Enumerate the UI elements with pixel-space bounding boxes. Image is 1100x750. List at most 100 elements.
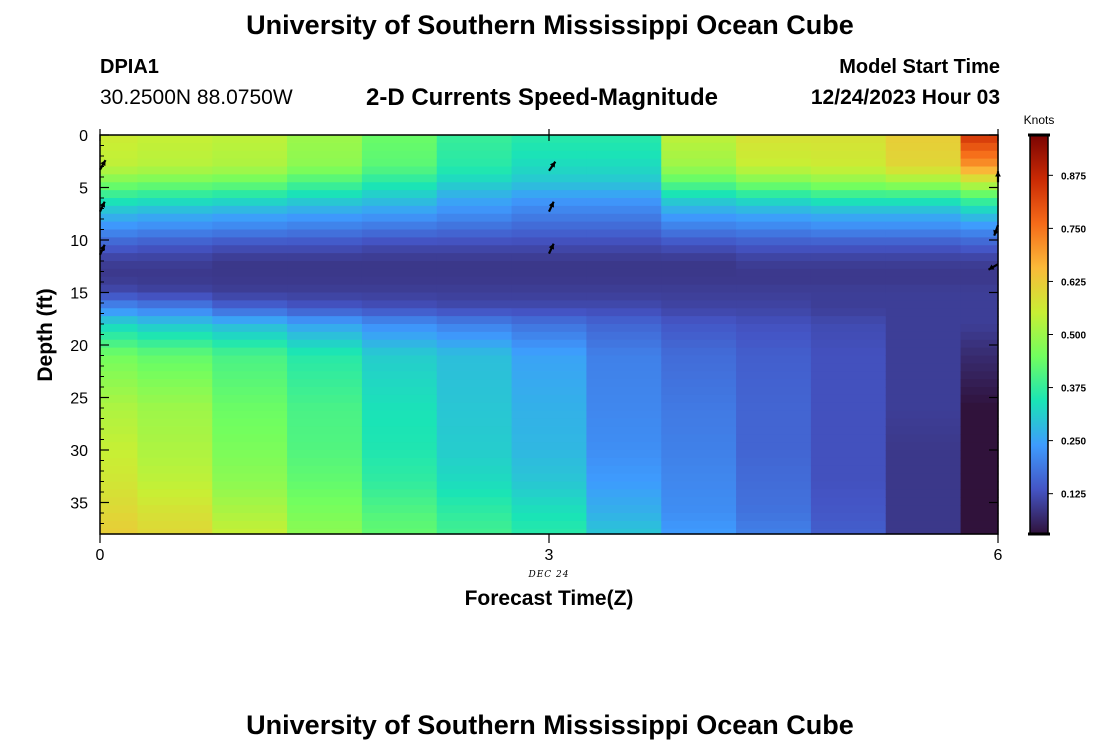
heatmap-cell: [586, 339, 662, 349]
heatmap-cell: [810, 158, 887, 168]
heatmap-cell: [736, 371, 812, 380]
heatmap-cell: [137, 442, 213, 451]
heatmap-cell: [736, 473, 812, 483]
heatmap-cell: [810, 308, 887, 317]
heatmap-cell: [661, 135, 737, 144]
heatmap-cell: [436, 158, 513, 168]
heatmap-cell: [361, 245, 438, 254]
heatmap-cell: [511, 229, 588, 238]
heatmap-cell: [661, 268, 737, 278]
heatmap-cell: [586, 292, 662, 301]
heatmap-cell: [287, 237, 363, 246]
heatmap-cell: [960, 213, 999, 223]
heatmap-cell: [212, 363, 288, 372]
current-vectors: [99, 159, 1001, 271]
heatmap-cell: [960, 166, 999, 175]
heatmap-cell: [137, 394, 213, 404]
heatmap-cell: [661, 205, 737, 215]
heatmap-cell: [361, 394, 438, 404]
heatmap-cell: [586, 182, 662, 191]
heatmap-cell: [137, 324, 213, 333]
heatmap-cell: [436, 142, 513, 152]
heatmap-cell: [212, 308, 288, 317]
heatmap-cell: [661, 150, 737, 160]
heatmap-cell: [736, 465, 812, 475]
heatmap-cell: [511, 355, 588, 364]
heatmap-cell: [436, 205, 513, 215]
heatmap-cell: [100, 158, 139, 168]
heatmap-cell: [287, 402, 363, 412]
heatmap-cell: [960, 426, 999, 435]
heatmap-cell: [137, 371, 213, 380]
heatmap-cell: [137, 190, 213, 199]
y-tick-label: 5: [79, 181, 88, 198]
heatmap-cell: [287, 426, 363, 435]
heatmap-cell: [287, 198, 363, 207]
heatmap-cell: [960, 142, 999, 152]
heatmap-cell: [511, 324, 588, 333]
heatmap-cell: [810, 473, 887, 483]
heatmap-cell: [885, 245, 962, 254]
heatmap-cell: [212, 347, 288, 357]
heatmap-cell: [960, 284, 999, 294]
heatmap-cell: [586, 379, 662, 388]
heatmap-cell: [810, 497, 887, 506]
heatmap-cell: [137, 331, 213, 341]
heatmap-cell: [586, 450, 662, 459]
heatmap-cell: [810, 450, 887, 459]
colorbar-tick-label: 0.625: [1061, 277, 1086, 288]
heatmap-cell: [361, 276, 438, 286]
heatmap-cell: [212, 198, 288, 207]
heatmap-cell: [436, 268, 513, 278]
heatmap-cell: [212, 268, 288, 278]
heatmap-cell: [810, 229, 887, 238]
heatmap-cell: [436, 442, 513, 451]
heatmap-cell: [511, 253, 588, 262]
heatmap-cell: [361, 316, 438, 325]
heatmap-cell: [212, 174, 288, 183]
heatmap-cell: [960, 505, 999, 514]
heatmap-cell: [810, 135, 887, 144]
heatmap-cell: [661, 261, 737, 270]
heatmap-cell: [810, 520, 887, 530]
heatmap-cell: [960, 198, 999, 207]
heatmap-cell: [810, 221, 887, 231]
heatmap-cell: [736, 182, 812, 191]
heatmap-cell: [137, 528, 213, 535]
heatmap-cell: [436, 150, 513, 160]
heatmap-cell: [810, 457, 887, 467]
heatmap-cell: [361, 150, 438, 160]
heatmap-cell: [361, 410, 438, 420]
heatmap-cell: [287, 284, 363, 294]
heatmap-cell: [287, 473, 363, 483]
heatmap-cell: [436, 339, 513, 349]
heatmap-cell: [137, 182, 213, 191]
heatmap-cell: [361, 355, 438, 364]
heatmap-cell: [212, 497, 288, 506]
heatmap-cell: [436, 371, 513, 380]
heatmap-cell: [810, 339, 887, 349]
heatmap-cell: [885, 150, 962, 160]
heatmap-cell: [287, 135, 363, 144]
heatmap-cell: [361, 158, 438, 168]
date-annotation: DEC 24: [528, 570, 570, 580]
heatmap-cell: [212, 245, 288, 254]
heatmap-cell: [137, 276, 213, 286]
heatmap-cell: [212, 261, 288, 270]
heatmap-cell: [810, 394, 887, 404]
heatmap-cell: [885, 300, 962, 309]
heatmap-cell: [137, 300, 213, 309]
heatmap-cell: [810, 174, 887, 183]
heatmap-cell: [436, 394, 513, 404]
heatmap-cell: [661, 473, 737, 483]
heatmap-cell: [436, 450, 513, 459]
heatmap-cell: [361, 442, 438, 451]
heatmap-cell: [586, 158, 662, 168]
heatmap-cell: [885, 379, 962, 388]
heatmap-cell: [586, 481, 662, 490]
heatmap-cell: [586, 505, 662, 514]
heatmap-cell: [810, 402, 887, 412]
heatmap-cell: [810, 316, 887, 325]
heatmap-cell: [287, 316, 363, 325]
heatmap-cell: [100, 268, 139, 278]
